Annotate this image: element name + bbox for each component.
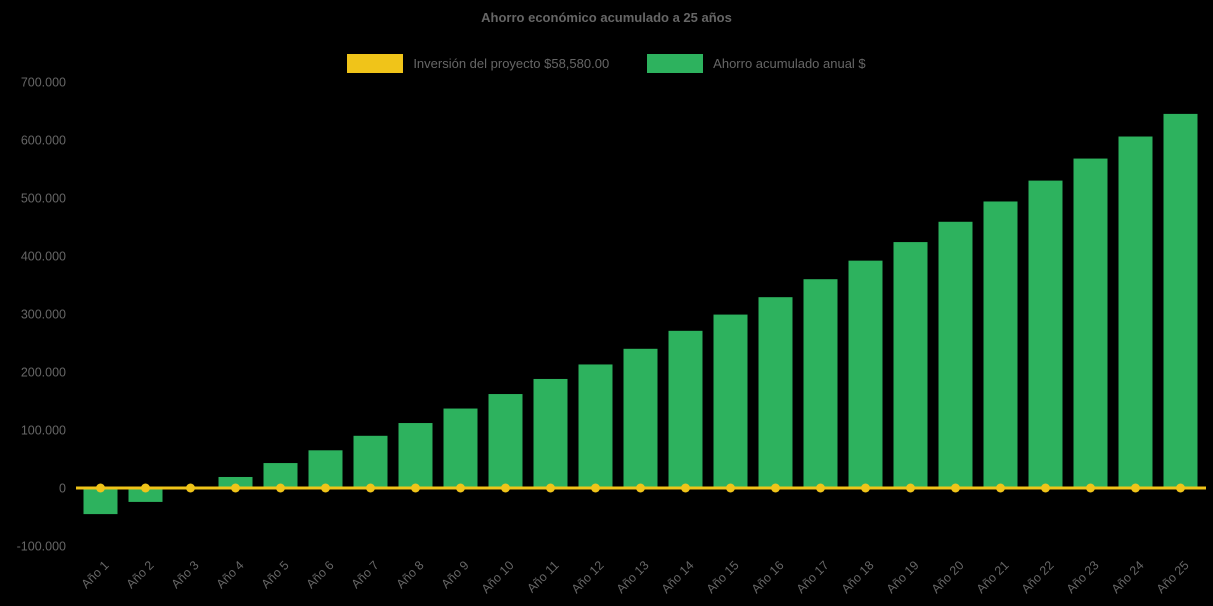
x-axis-label: Año 23 <box>1064 558 1102 596</box>
investment-line-marker <box>861 483 870 493</box>
legend-swatch-investment <box>347 54 404 73</box>
bar-año-24 <box>1118 136 1153 488</box>
bar-año-17 <box>803 279 838 488</box>
investment-line-marker <box>411 483 420 493</box>
legend-label-investment: Inversión del proyecto $58,580.00 <box>413 56 610 71</box>
x-axis-label: Año 6 <box>304 558 337 591</box>
investment-line-marker <box>366 483 375 493</box>
chart-title: Ahorro económico acumulado a 25 años <box>481 10 732 25</box>
y-axis-label: 200.000 <box>21 366 66 380</box>
legend-swatch-savings <box>647 54 704 73</box>
legend-item-investment: Inversión del proyecto $58,580.00 <box>347 54 609 73</box>
investment-line-marker <box>996 483 1005 493</box>
x-axis-label: Año 21 <box>974 558 1012 596</box>
bar-año-8 <box>398 423 433 488</box>
investment-line-marker <box>96 483 105 493</box>
investment-line-marker <box>276 483 285 493</box>
bar-año-14 <box>668 330 703 488</box>
investment-line-marker <box>1041 483 1050 493</box>
x-axis-label: Año 13 <box>614 558 652 596</box>
chart-legend: Inversión del proyecto $58,580.00 Ahorro… <box>0 54 1213 73</box>
x-axis-label: Año 22 <box>1019 558 1057 596</box>
bar-año-9 <box>443 408 478 488</box>
x-axis-label: Año 3 <box>169 558 202 591</box>
investment-line-marker <box>726 483 735 493</box>
investment-line-marker <box>1131 483 1140 493</box>
bar-año-4 <box>218 476 253 488</box>
bar-año-6 <box>308 450 343 488</box>
x-axis-label: Año 16 <box>749 558 787 596</box>
bar-año-18 <box>848 260 883 488</box>
x-axis-label: Año 11 <box>524 558 561 595</box>
bar-año-13 <box>623 348 658 488</box>
y-axis-label: 400.000 <box>21 250 66 264</box>
investment-line-marker <box>681 483 690 493</box>
x-axis-label: Año 19 <box>884 558 922 596</box>
bar-año-20 <box>938 221 973 488</box>
x-axis-label: Año 15 <box>704 558 742 596</box>
x-axis-label: Año 1 <box>79 558 112 591</box>
investment-line-marker <box>1176 483 1185 493</box>
bar-año-7 <box>353 435 388 488</box>
bar-año-25 <box>1163 113 1198 489</box>
investment-line-marker <box>636 483 645 493</box>
investment-line-marker <box>771 483 780 493</box>
y-axis-label: 600.000 <box>21 134 66 148</box>
investment-line-marker <box>591 483 600 493</box>
bar-año-15 <box>713 314 748 488</box>
investment-line-marker <box>321 483 330 493</box>
legend-label-savings: Ahorro acumulado anual $ <box>713 56 866 71</box>
y-axis-label: 100.000 <box>21 424 66 438</box>
bar-año-21 <box>983 201 1018 489</box>
investment-line-marker <box>951 483 960 493</box>
investment-line-marker <box>1086 483 1095 493</box>
bar-año-22 <box>1028 180 1063 488</box>
x-axis-label: Año 8 <box>394 558 427 591</box>
investment-line-marker <box>456 483 465 493</box>
x-axis-label: Año 2 <box>124 558 157 591</box>
bar-año-12 <box>578 364 613 488</box>
y-axis-label: 0 <box>59 482 66 496</box>
x-axis-label: Año 24 <box>1109 558 1147 596</box>
investment-line-marker <box>906 483 915 493</box>
x-axis-label: Año 18 <box>839 558 877 596</box>
y-axis-label: 700.000 <box>21 76 66 90</box>
investment-line-marker <box>141 483 150 493</box>
y-axis-label: -100.000 <box>17 540 66 554</box>
bar-año-2 <box>128 488 163 502</box>
x-axis-label: Año 10 <box>479 558 517 596</box>
investment-line-marker <box>231 483 240 493</box>
bar-año-11 <box>533 378 568 488</box>
x-axis-label: Año 7 <box>349 558 382 591</box>
x-axis-label: Año 14 <box>659 558 697 596</box>
x-axis-label: Año 25 <box>1154 558 1192 596</box>
y-axis-label: 500.000 <box>21 192 66 206</box>
x-axis-label: Año 5 <box>259 558 292 591</box>
x-axis-label: Año 12 <box>569 558 607 596</box>
bar-año-23 <box>1073 158 1108 488</box>
investment-line-marker <box>546 483 555 493</box>
investment-line-marker <box>186 483 195 493</box>
legend-item-savings: Ahorro acumulado anual $ <box>647 54 866 73</box>
bar-año-16 <box>758 297 793 488</box>
bar-año-10 <box>488 394 523 488</box>
investment-line-marker <box>501 483 510 493</box>
x-axis-label: Año 9 <box>439 558 472 591</box>
investment-line-marker <box>816 483 825 493</box>
x-axis-label: Año 4 <box>214 558 247 591</box>
x-axis-label: Año 17 <box>794 558 832 596</box>
bar-año-19 <box>893 242 928 488</box>
x-axis-label: Año 20 <box>929 558 967 596</box>
y-axis-label: 300.000 <box>21 308 66 322</box>
